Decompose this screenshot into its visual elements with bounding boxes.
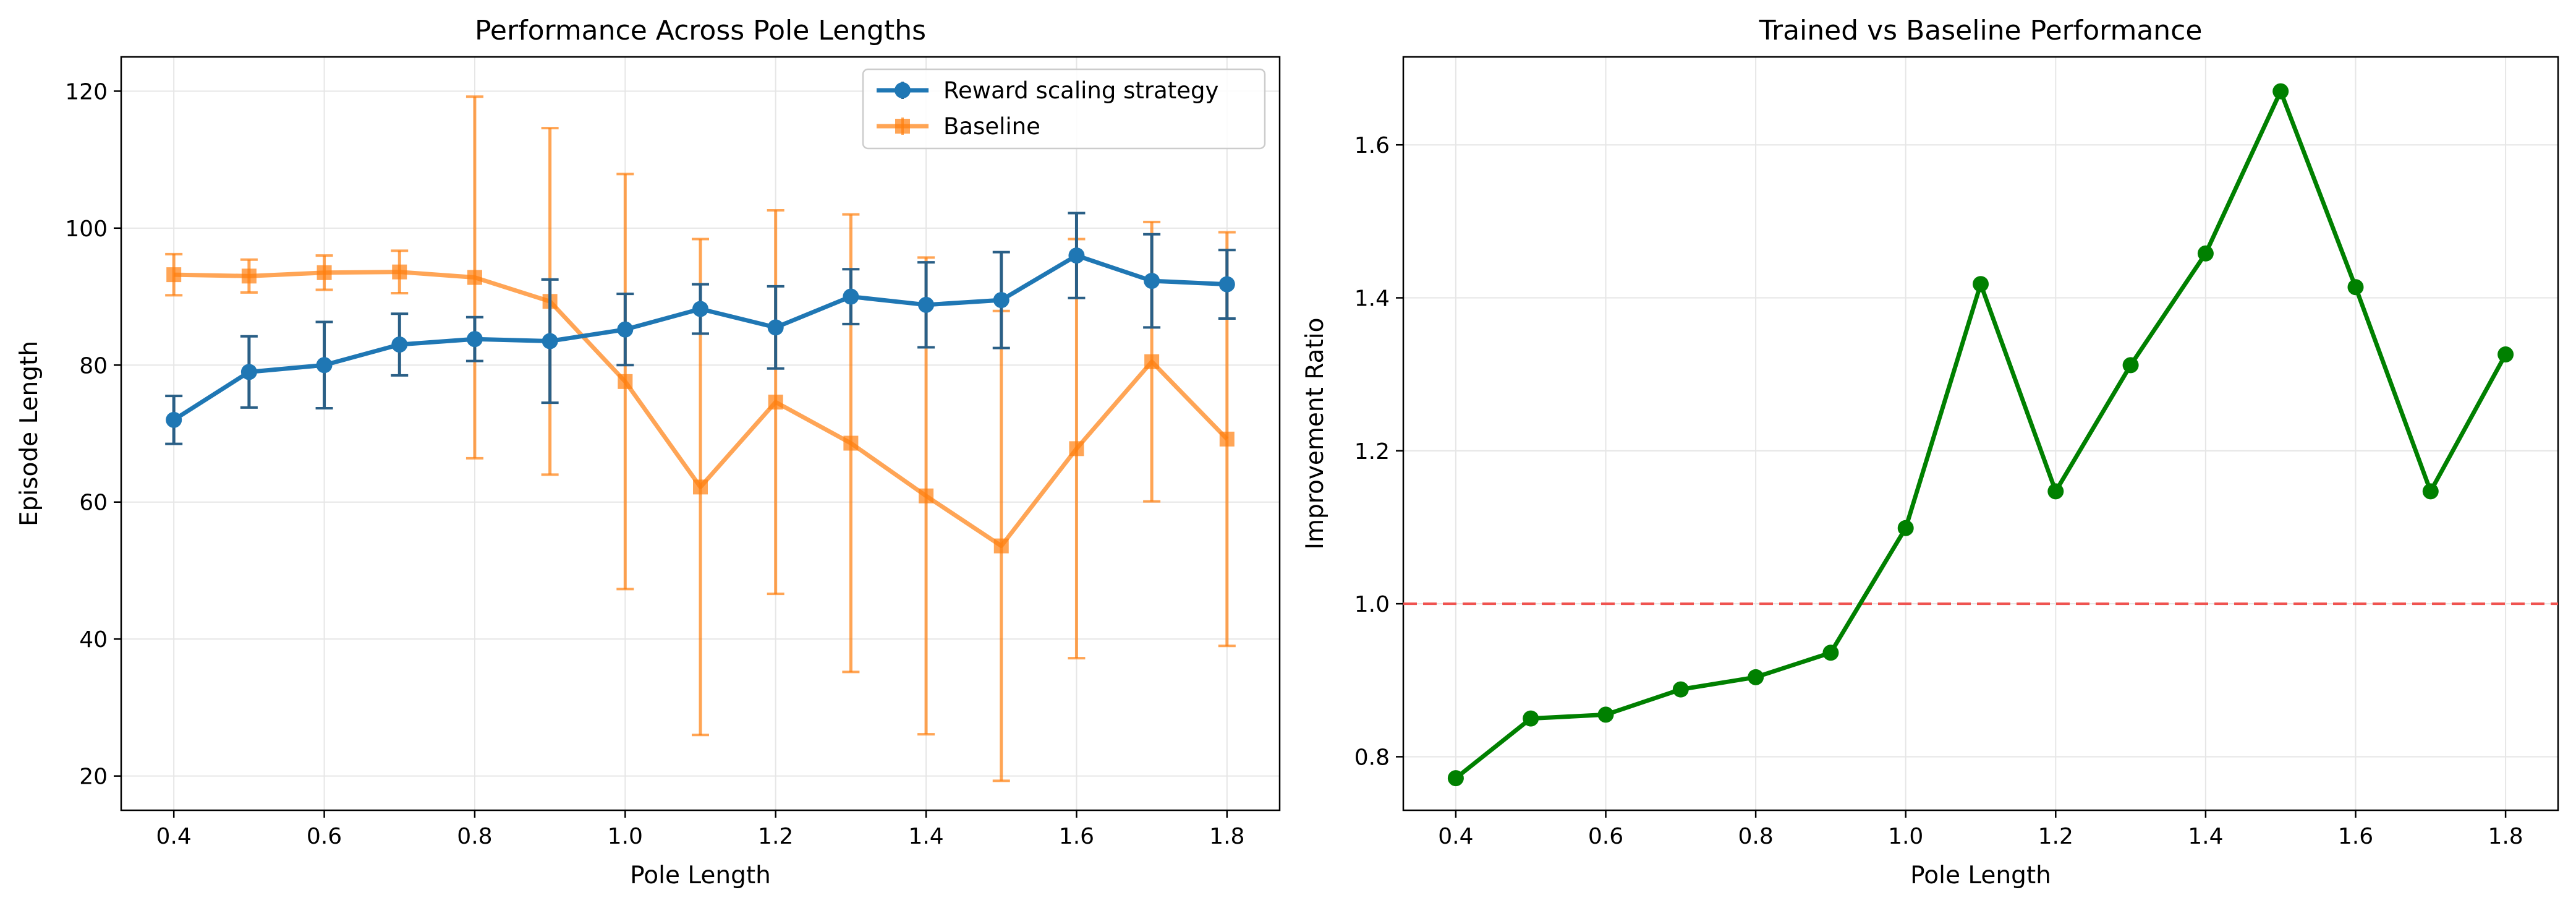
left-chart-legend-entry-0: Reward scaling strategy	[877, 77, 1218, 104]
right-chart-x-axis-label: Pole Length	[1910, 862, 2051, 889]
right-chart-y-axis-label: Improvement Ratio	[1301, 318, 1329, 550]
right-chart-series-0-marker	[2272, 83, 2289, 100]
right-chart-series-0-marker	[1897, 520, 1914, 536]
left-chart-series-1-marker	[392, 264, 407, 280]
right-chart-series-0-marker	[1672, 681, 1689, 698]
left-chart-x-tick-label: 1.2	[758, 824, 793, 849]
left-chart-series-1-marker	[166, 267, 182, 283]
right-chart-series-0-marker	[2197, 245, 2214, 262]
left-chart-series-0-marker	[767, 319, 784, 336]
right-chart-x-tick-label: 1.4	[2188, 824, 2223, 849]
left-chart-x-tick-label: 1.0	[608, 824, 643, 849]
right-chart-y-tick-label: 0.8	[1354, 745, 1390, 770]
right-chart-x-tick-label: 0.8	[1738, 824, 1773, 849]
left-chart-series-1-marker	[1219, 431, 1235, 447]
left-chart-legend-entry-0-label: Reward scaling strategy	[943, 77, 1218, 104]
left-chart-x-tick-label: 0.6	[307, 824, 342, 849]
left-chart-series-1-marker	[768, 395, 783, 410]
left-chart-series-0-marker	[1218, 276, 1235, 293]
left-chart-series-0-marker	[166, 411, 182, 428]
right-chart-series-0-marker	[2347, 279, 2364, 296]
right-chart-axes-frame	[1402, 56, 2559, 812]
right-chart-series-0-marker	[2497, 346, 2514, 363]
left-chart-x-tick-label: 1.8	[1209, 824, 1244, 849]
left-chart-legend-entry-1: Baseline	[877, 113, 1040, 140]
left-chart-y-tick-label: 60	[79, 490, 108, 516]
right-chart-x-tick-label: 0.6	[1588, 824, 1623, 849]
left-chart-series-0-marker	[692, 301, 708, 317]
left-chart-series-0-marker	[466, 331, 483, 348]
left-chart-series-0-marker	[918, 296, 935, 313]
left-chart-series-1-marker	[467, 270, 482, 285]
left-chart-axes-frame	[120, 56, 1281, 812]
right-chart-x-tick-label: 1.6	[2338, 824, 2373, 849]
right-chart-x-tick-label: 1.2	[2038, 824, 2073, 849]
left-chart-legend-entry-1-marker	[895, 119, 910, 134]
left-chart-series-0-marker	[617, 321, 634, 338]
left-chart-series-1-marker	[1144, 354, 1160, 369]
right-chart-series-0-marker	[1748, 669, 1764, 685]
left-chart-legend: Reward scaling strategy Baseline	[862, 68, 1266, 150]
left-chart-series-1-marker	[919, 488, 934, 503]
right-chart-x-tick-label: 1.8	[2488, 824, 2523, 849]
left-chart-series-0-marker	[993, 292, 1010, 309]
left-chart-series-0-marker	[391, 336, 408, 353]
left-chart-panel: Performance Across Pole Lengths Pole Len…	[15, 15, 1281, 889]
left-chart-series-1-marker	[993, 538, 1009, 554]
right-chart-y-tick-label: 1.0	[1354, 592, 1390, 617]
left-chart-series-0-marker	[240, 364, 257, 380]
left-chart-series-1-marker	[843, 435, 859, 451]
right-chart-series-0-marker	[1447, 770, 1464, 787]
left-chart-y-axis-label: Episode Length	[15, 341, 43, 526]
right-chart-y-tick-label: 1.6	[1354, 133, 1390, 158]
right-chart-series-0-marker	[1523, 710, 1539, 727]
right-chart-series-0-marker	[1597, 706, 1614, 723]
left-chart-x-tick-label: 1.4	[908, 824, 943, 849]
right-chart-x-tick-label: 1.0	[1888, 824, 1923, 849]
left-chart-y-tick-label: 100	[65, 216, 108, 242]
right-chart-y-tick-label: 1.2	[1354, 439, 1390, 465]
left-chart-series-1-marker	[618, 374, 633, 389]
right-chart-y-tick-label: 1.4	[1354, 286, 1390, 312]
left-chart-series-0-marker	[542, 333, 558, 349]
left-chart-series-0-marker	[843, 288, 859, 305]
left-chart-x-tick-label: 0.8	[457, 824, 492, 849]
left-chart-series-1-marker	[693, 479, 708, 495]
right-chart-series-0-marker	[2122, 357, 2139, 374]
right-chart-x-tick-label: 0.4	[1438, 824, 1473, 849]
left-chart-series-0-marker	[1068, 247, 1085, 264]
left-chart-x-tick-label: 0.4	[156, 824, 192, 849]
left-chart-series-0-marker	[316, 357, 333, 374]
right-chart-series-0-marker	[2047, 483, 2064, 500]
right-chart-series-0	[1447, 83, 2514, 787]
left-chart-y-tick-label: 120	[65, 79, 108, 105]
left-chart-title: Performance Across Pole Lengths	[475, 15, 926, 46]
left-chart-series-0	[165, 212, 1236, 445]
left-chart-series-1-marker	[317, 265, 332, 280]
left-chart-y-tick-label: 40	[79, 627, 108, 653]
left-chart-legend-entry-0-marker	[895, 82, 911, 98]
left-chart-plot-layer: 0.4 0.6 0.8 1.0 1.2 1.4 1.6 1.8 20 40 60 80 100 120 Re…	[65, 56, 1281, 849]
right-chart-series-0-marker	[1822, 645, 1839, 661]
left-chart-legend-box	[862, 68, 1266, 150]
left-chart-series-0-marker	[1144, 273, 1160, 289]
right-chart-plot-layer: 0.4 0.6 0.8 1.0 1.2 1.4 1.6 1.8 0.8 1.0 1.2 1.4 1.6	[1354, 56, 2559, 849]
left-chart-x-tick-label: 1.6	[1059, 824, 1094, 849]
right-chart-panel: Trained vs Baseline Performance Pole Len…	[1301, 15, 2559, 889]
left-chart-series-1-marker	[1069, 441, 1084, 456]
left-chart-y-tick-label: 20	[79, 765, 108, 790]
left-chart-legend-entry-1-label: Baseline	[943, 113, 1040, 140]
right-chart-series-0-marker	[2422, 483, 2439, 500]
left-chart-series-1-marker	[241, 268, 257, 284]
left-chart-y-tick-label: 80	[79, 353, 108, 379]
right-chart-title: Trained vs Baseline Performance	[1759, 15, 2203, 46]
right-chart-series-0-marker	[1973, 276, 1989, 293]
left-chart-x-axis-label: Pole Length	[630, 862, 771, 889]
